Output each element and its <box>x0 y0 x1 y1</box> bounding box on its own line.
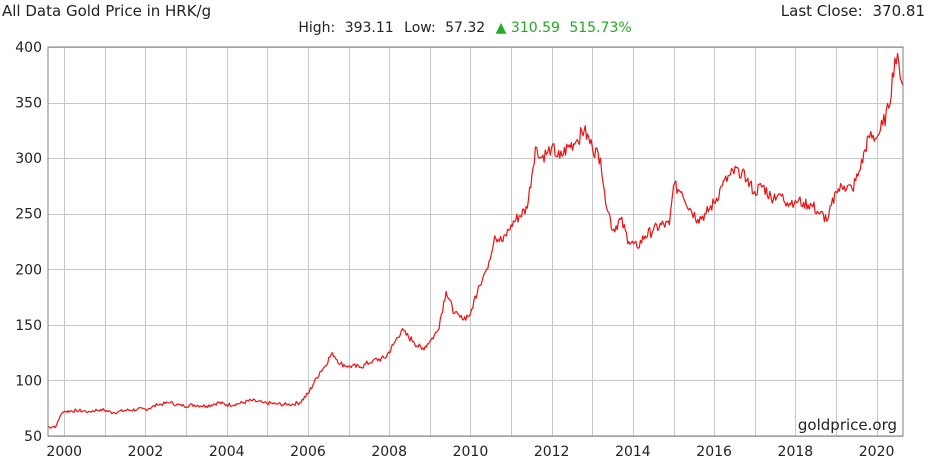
series-group <box>47 52 904 429</box>
y-tick-label: 350 <box>15 96 42 112</box>
x-tick-label: 2002 <box>128 444 164 460</box>
x-tick-label: 2008 <box>371 444 407 460</box>
y-tick-label: 200 <box>15 262 42 278</box>
y-tick-label: 50 <box>24 429 42 445</box>
x-tick-label: 2000 <box>46 444 82 460</box>
y-tick-label: 300 <box>15 151 42 167</box>
last-close-label-text: Last Close: <box>781 2 863 20</box>
last-close-label: Last Close: 370.81 <box>781 2 925 20</box>
x-tick-label: 2004 <box>209 444 245 460</box>
change-arrow-icon: ▲ <box>496 20 507 36</box>
x-tick-label: 2012 <box>534 444 570 460</box>
watermark: goldprice.org <box>798 416 897 434</box>
high-value: 393.11 <box>345 20 394 36</box>
x-tick-label: 2020 <box>859 444 895 460</box>
y-axis-ticks: 50 100 150 200 250 300 350 400 <box>15 40 42 445</box>
x-axis-ticks: 2000 2002 2004 2006 2008 2010 2012 2014 2016 2018… <box>46 444 894 460</box>
x-tick-label: 2016 <box>696 444 732 460</box>
y-tick-label: 150 <box>15 318 42 334</box>
change-value: 310.59 <box>511 20 560 36</box>
high-label: High: <box>298 20 335 36</box>
series-line-0 <box>47 52 904 429</box>
y-tick-label: 250 <box>15 207 42 223</box>
plot-frame <box>47 46 904 437</box>
low-label: Low: <box>404 20 436 36</box>
price-stats: High: 393.11 Low: 57.32 ▲ 310.59 515.73% <box>298 20 631 36</box>
y-tick-label: 400 <box>15 40 42 56</box>
last-close-value: 370.81 <box>873 2 926 20</box>
x-tick-label: 2010 <box>453 444 489 460</box>
grid-lines <box>48 47 903 437</box>
change-percent: 515.73% <box>569 20 631 36</box>
x-tick-label: 2006 <box>290 444 326 460</box>
low-value: 57.32 <box>445 20 485 36</box>
y-tick-label: 100 <box>15 373 42 389</box>
chart-title: All Data Gold Price in HRK/g <box>2 2 211 20</box>
x-tick-label: 2018 <box>778 444 814 460</box>
x-tick-label: 2014 <box>615 444 651 460</box>
